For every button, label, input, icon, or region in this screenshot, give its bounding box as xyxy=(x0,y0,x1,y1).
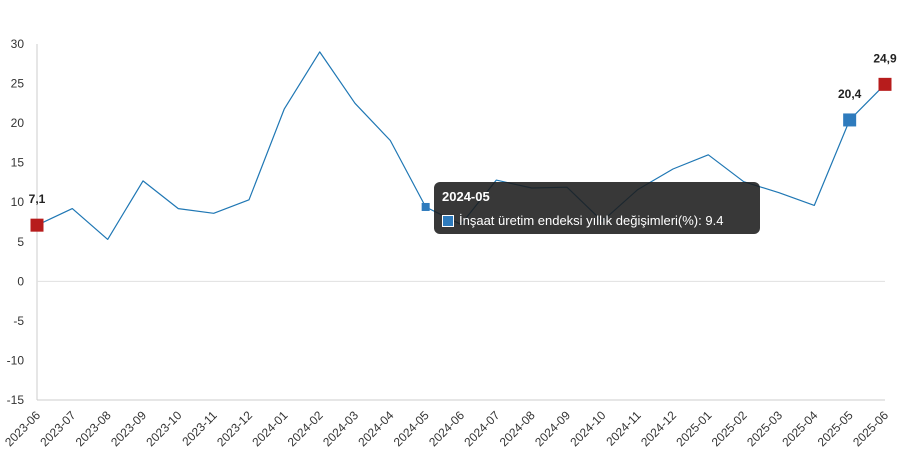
y-tick-label: 25 xyxy=(11,77,25,91)
x-tick-label: 2024-10 xyxy=(567,408,608,449)
x-tick-label: 2023-08 xyxy=(73,408,114,449)
x-tick-label: 2024-06 xyxy=(426,408,467,449)
x-tick-label: 2025-04 xyxy=(779,408,820,449)
x-tick-label: 2023-12 xyxy=(214,408,255,449)
x-tick-label: 2024-05 xyxy=(391,408,432,449)
data-label: 24,9 xyxy=(873,51,897,65)
data-labels: 7,1 20,4 24,9 xyxy=(29,51,897,206)
tooltip-series-text: İnşaat üretim endeksi yıllık değişimleri… xyxy=(459,213,724,228)
x-tick-label: 2024-03 xyxy=(320,408,361,449)
y-tick-label: 20 xyxy=(11,116,25,130)
x-axis-ticks: 2023-062023-072023-082023-092023-102023-… xyxy=(2,408,891,449)
x-tick-label: 2024-09 xyxy=(532,408,573,449)
x-tick-label: 2025-06 xyxy=(850,408,891,449)
y-tick-label: 0 xyxy=(17,274,24,288)
y-tick-label: -15 xyxy=(7,393,25,407)
x-tick-label: 2023-07 xyxy=(37,408,78,449)
highlight-marker[interactable] xyxy=(843,113,857,127)
tooltip-series-swatch xyxy=(442,215,454,227)
x-tick-label: 2024-04 xyxy=(355,408,396,449)
x-tick-label: 2023-11 xyxy=(179,408,220,449)
x-tick-label: 2024-11 xyxy=(603,408,644,449)
x-tick-label: 2024-01 xyxy=(249,408,290,449)
tooltip-title: 2024-05 xyxy=(442,189,490,204)
x-tick-label: 2024-12 xyxy=(638,408,679,449)
x-tick-label: 2025-05 xyxy=(815,408,856,449)
chart-tooltip: 2024-05 İnşaat üretim endeksi yıllık değ… xyxy=(434,182,760,234)
x-tick-label: 2025-03 xyxy=(744,408,785,449)
x-tick-label: 2025-01 xyxy=(673,408,714,449)
data-label: 7,1 xyxy=(29,192,46,206)
y-tick-label: 5 xyxy=(17,235,24,249)
x-tick-label: 2023-10 xyxy=(143,408,184,449)
x-tick-label: 2023-09 xyxy=(108,408,149,449)
y-tick-label: -5 xyxy=(13,314,24,328)
highlight-marker[interactable] xyxy=(30,218,44,232)
highlight-marker[interactable] xyxy=(878,77,892,91)
y-axis-ticks: 30 25 20 15 10 5 0 -5 -10 -15 xyxy=(7,37,25,407)
x-tick-label: 2025-02 xyxy=(709,408,750,449)
tooltip-row: İnşaat üretim endeksi yıllık değişimleri… xyxy=(442,213,752,229)
y-tick-label: 15 xyxy=(11,156,25,170)
data-label: 20,4 xyxy=(838,87,862,101)
y-tick-label: 30 xyxy=(11,37,25,51)
x-tick-label: 2024-08 xyxy=(497,408,538,449)
x-tick-label: 2023-06 xyxy=(2,408,43,449)
highlight-markers xyxy=(30,77,892,232)
x-tick-label: 2024-02 xyxy=(285,408,326,449)
x-tick-label: 2024-07 xyxy=(461,408,502,449)
y-tick-label: 10 xyxy=(11,195,25,209)
y-tick-label: -10 xyxy=(7,353,25,367)
hovered-point-marker[interactable] xyxy=(421,202,430,211)
